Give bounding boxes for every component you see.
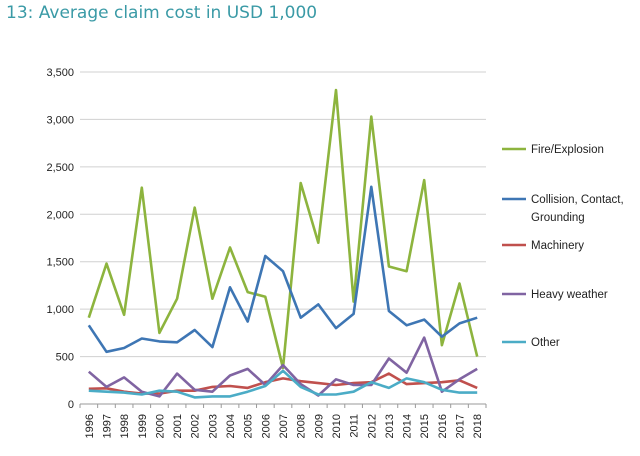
legend: Fire/Explosion Collision, Contact, Groundi…: [502, 144, 624, 349]
y-tick-label: 2,000: [46, 209, 74, 221]
y-tick-label: 1,500: [46, 257, 74, 269]
y-tick-label: 0: [68, 399, 74, 411]
x-tick-label: 1996: [84, 414, 96, 438]
x-tick-label: 2017: [455, 414, 467, 438]
x-tick-label: 2005: [243, 414, 255, 438]
chart-title: 13: Average claim cost in USD 1,000: [6, 3, 318, 23]
y-axis-ticks: 0 500 1,000 1,500 2,000 2,500 3,000 3,500: [46, 67, 74, 411]
x-tick-label: 2006: [260, 414, 272, 438]
x-tick-label: 2011: [349, 414, 361, 438]
x-tick-label: 2009: [313, 414, 325, 438]
x-tick-label: 2002: [190, 414, 202, 438]
legend-label: Collision, Contact,: [531, 194, 624, 206]
legend-label: Heavy weather: [531, 289, 608, 301]
x-tick-label: 2003: [207, 414, 219, 438]
x-tick-label: 2008: [296, 414, 308, 438]
series-lines: [87, 88, 479, 399]
y-tick-label: 2,500: [46, 162, 74, 174]
legend-label: Machinery: [531, 240, 584, 252]
x-axis-ticks: 1996 1997 1998 1999 2000 2001 2002 2003 2004 2005…: [79, 404, 487, 438]
x-tick-label: 2014: [402, 414, 414, 438]
x-tick-label: 2016: [437, 414, 449, 438]
x-tick-label: 2007: [278, 414, 290, 438]
x-tick-label: 2000: [154, 414, 166, 438]
x-tick-label: 2010: [331, 414, 343, 438]
x-tick-label: 1997: [101, 414, 113, 438]
x-tick-label: 2001: [172, 414, 184, 438]
x-tick-label: 1998: [119, 414, 131, 438]
y-tick-label: 1,000: [46, 304, 74, 316]
x-tick-label: 2012: [366, 414, 378, 438]
y-tick-label: 3,000: [46, 114, 74, 126]
legend-label: Other: [531, 337, 560, 349]
gridlines: [80, 71, 486, 405]
x-tick-label: 2013: [384, 414, 396, 438]
legend-label: Fire/Explosion: [531, 144, 604, 156]
series-line-4: [88, 369, 478, 399]
x-tick-label: 2004: [225, 414, 237, 438]
x-tick-label: 2018: [472, 414, 484, 438]
x-tick-label: 2015: [419, 414, 431, 438]
series-line-3: [87, 336, 478, 398]
series-line-2: [88, 372, 478, 395]
y-tick-label: 3,500: [46, 67, 74, 79]
series-line-1: [87, 185, 478, 354]
series-line-0: [87, 88, 479, 370]
legend-label: Grounding: [531, 212, 585, 224]
y-tick-label: 500: [56, 352, 74, 364]
x-tick-label: 1999: [137, 414, 149, 438]
